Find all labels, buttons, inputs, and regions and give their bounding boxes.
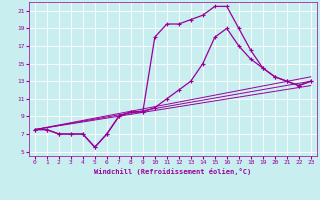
X-axis label: Windchill (Refroidissement éolien,°C): Windchill (Refroidissement éolien,°C) (94, 168, 252, 175)
